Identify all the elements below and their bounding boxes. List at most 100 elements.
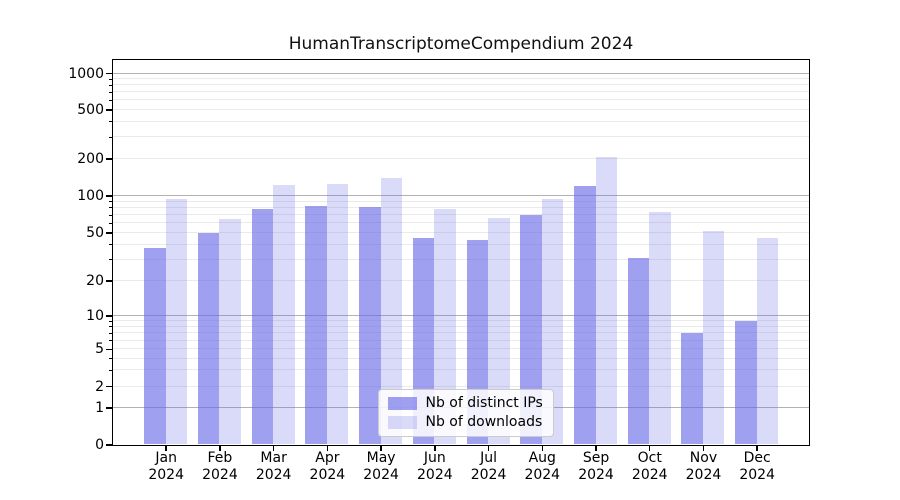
- x-tick-label-year: 2024: [363, 467, 399, 483]
- x-tick-label: Nov 2024: [673, 450, 733, 484]
- x-tick-mark: [219, 445, 221, 451]
- x-tick-mark: [648, 445, 651, 451]
- x-tick-label: Mar 2024: [244, 450, 304, 484]
- y-tick-label: 50: [86, 225, 104, 242]
- x-tick-mark: [595, 445, 597, 451]
- legend-item-distinct-ips: Nb of distinct IPs: [387, 395, 543, 411]
- bar-distinct-ips: [305, 206, 327, 445]
- x-tick-label-year: 2024: [417, 467, 453, 483]
- gridline-minor: [112, 200, 809, 202]
- x-tick-label-month: May: [366, 450, 396, 466]
- bar-downloads: [702, 231, 725, 445]
- y-minor-tick-mark: [109, 121, 113, 123]
- x-tick-mark: [487, 445, 490, 451]
- x-tick-label-year: 2024: [309, 467, 346, 483]
- y-minor-tick-mark: [109, 332, 113, 334]
- x-tick-label: Oct 2024: [620, 450, 680, 484]
- x-tick-label: Aug 2024: [512, 450, 572, 484]
- x-tick-label: Jul 2024: [459, 450, 519, 484]
- y-tick-label: 200: [77, 150, 104, 167]
- x-tick-label: May 2024: [351, 450, 411, 484]
- y-minor-tick-mark: [109, 78, 113, 80]
- legend-label-downloads: Nb of downloads: [425, 413, 543, 430]
- x-tick-mark: [702, 445, 705, 451]
- bar-distinct-ips: [520, 214, 542, 445]
- gridline-minor: [112, 214, 809, 216]
- bar-downloads: [756, 238, 779, 445]
- x-tick-label-year: 2024: [255, 467, 292, 483]
- chart-title: HumanTranscriptomeCompendium 2024: [288, 34, 634, 54]
- y-minor-tick-mark: [109, 326, 113, 328]
- gridline-minor: [112, 325, 809, 327]
- y-tick-label: 1: [95, 400, 104, 416]
- y-minor-tick-mark: [109, 369, 113, 371]
- x-tick-label-month: Feb: [207, 450, 233, 466]
- y-minor-tick-mark: [109, 201, 113, 203]
- bar-distinct-ips: [144, 248, 166, 445]
- bar-downloads: [541, 198, 564, 445]
- x-tick-label-month: Jul: [480, 450, 498, 466]
- y-tick-label: 5: [95, 341, 104, 358]
- x-tick-label-month: Oct: [637, 450, 662, 466]
- x-tick-label-year: 2024: [578, 467, 614, 483]
- gridline-minor: [112, 385, 809, 387]
- gridline-major: [112, 314, 809, 316]
- x-tick-label-year: 2024: [524, 467, 561, 483]
- bar-distinct-ips: [627, 257, 650, 445]
- x-tick-label: Jun 2024: [405, 450, 465, 484]
- x-tick-mark: [272, 445, 275, 451]
- bar-downloads: [488, 217, 510, 445]
- x-tick-label-month: Sep: [582, 450, 610, 466]
- x-tick-label-month: Dec: [743, 450, 771, 466]
- y-minor-tick-mark: [109, 259, 113, 261]
- y-minor-tick-mark: [109, 207, 113, 209]
- x-tick-label: Apr 2024: [297, 450, 357, 484]
- y-minor-tick-mark: [109, 136, 113, 138]
- bar-distinct-ips: [251, 208, 274, 445]
- x-tick-mark: [380, 445, 382, 451]
- gridline-minor: [112, 243, 809, 245]
- gridline-minor: [112, 279, 809, 281]
- gridline-minor: [112, 348, 809, 350]
- bar-distinct-ips: [681, 332, 703, 445]
- x-tick-label-month: Nov: [689, 450, 718, 466]
- gridline-minor: [112, 369, 809, 371]
- gridline-minor: [112, 332, 809, 334]
- gridline-minor: [112, 222, 809, 224]
- y-tick-label: 2: [95, 378, 104, 395]
- x-tick-mark: [165, 445, 167, 451]
- plot-area: Nb of distinct IPs Nb of downloads: [111, 58, 810, 446]
- y-tick-label: 20: [86, 272, 104, 289]
- bar-downloads: [273, 184, 295, 445]
- bar-downloads: [219, 218, 241, 445]
- x-tick-mark: [326, 445, 329, 451]
- x-tick-label-month: Mar: [260, 450, 287, 466]
- gridline-minor: [112, 84, 809, 86]
- x-tick-label: Dec 2024: [727, 450, 787, 484]
- y-minor-tick-mark: [109, 91, 113, 93]
- x-tick-label-month: Jun: [423, 450, 446, 466]
- bar-distinct-ips: [197, 232, 220, 445]
- gridline-minor: [112, 91, 809, 93]
- y-tick-label: 500: [77, 102, 104, 118]
- x-tick-label: Sep 2024: [566, 450, 626, 484]
- y-tick-label: 1000: [68, 65, 104, 82]
- gridline-minor: [112, 232, 809, 234]
- gridline-major: [112, 194, 809, 196]
- legend-swatch-distinct-ips-icon: [387, 396, 417, 410]
- x-tick-label-month: Aug: [528, 450, 556, 466]
- y-tick-mark: [106, 195, 113, 197]
- y-tick-label: 10: [86, 307, 104, 324]
- x-tick-label-month: Jan: [155, 450, 177, 466]
- x-tick-mark: [756, 445, 758, 451]
- gridline-minor: [112, 99, 809, 101]
- gridline-minor: [112, 136, 809, 138]
- x-tick-label-year: 2024: [470, 467, 507, 483]
- bar-distinct-ips: [735, 320, 757, 445]
- bar-distinct-ips: [574, 185, 596, 445]
- x-tick-label-year: 2024: [631, 467, 668, 483]
- gridline-major: [112, 72, 809, 74]
- gridline-minor: [112, 357, 809, 359]
- y-minor-tick-mark: [109, 222, 113, 224]
